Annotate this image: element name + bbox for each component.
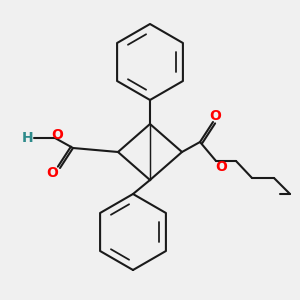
Text: O: O bbox=[209, 109, 221, 123]
Text: O: O bbox=[46, 166, 58, 180]
Text: H: H bbox=[22, 131, 34, 145]
Text: O: O bbox=[215, 160, 227, 174]
Text: O: O bbox=[51, 128, 63, 142]
